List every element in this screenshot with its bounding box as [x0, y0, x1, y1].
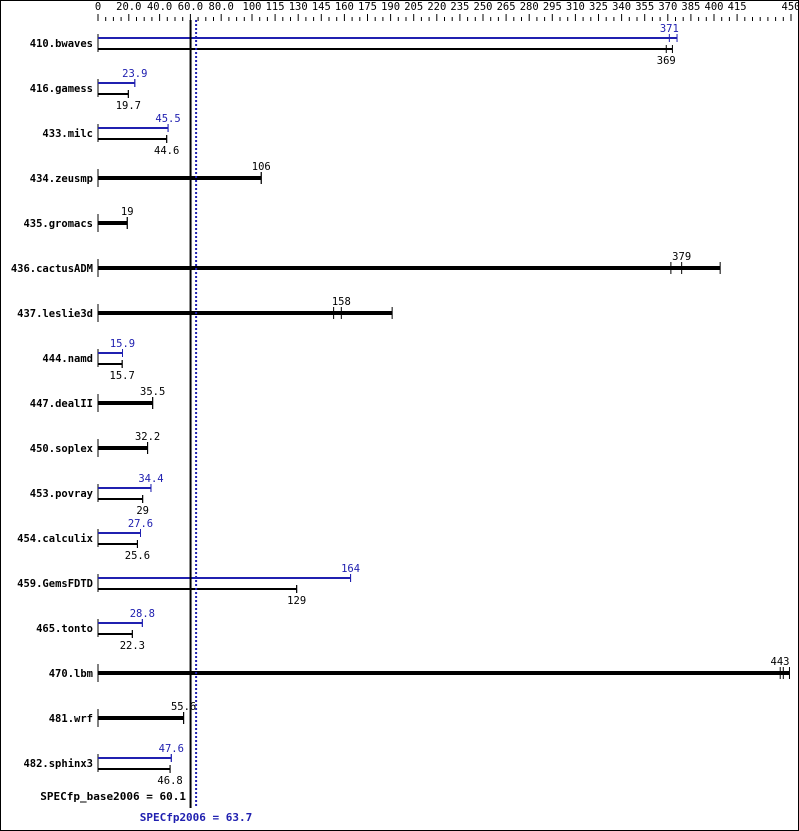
- benchmark-label: 481.wrf: [49, 713, 93, 725]
- tick-label: 385: [681, 1, 700, 13]
- tick-label: 100: [243, 1, 262, 13]
- tick-label: 235: [450, 1, 469, 13]
- benchmark-row: 465.tonto 28.8 22.3: [36, 608, 155, 652]
- base-value-label: 55.6: [171, 701, 196, 713]
- benchmark-label: 465.tonto: [36, 623, 93, 635]
- peak-value-label: 27.6: [128, 518, 153, 530]
- tick-label: 40.0: [147, 1, 172, 13]
- tick-label: 415: [728, 1, 747, 13]
- tick-label: 265: [497, 1, 516, 13]
- base-value-label: 32.2: [135, 431, 160, 443]
- summary-lines: [189, 20, 198, 808]
- benchmark-label: 459.GemsFDTD: [17, 578, 93, 590]
- benchmark-row: 437.leslie3d 158: [17, 296, 393, 322]
- peak-value-label: 34.4: [138, 473, 163, 485]
- tick-label: 220: [427, 1, 446, 13]
- base-value-label: 46.8: [157, 775, 182, 787]
- benchmark-label: 470.lbm: [49, 668, 93, 680]
- peak-summary-label: SPECfp2006 = 63.7: [140, 811, 253, 824]
- tick-label: 205: [404, 1, 423, 13]
- peak-value-label: 23.9: [122, 68, 147, 80]
- benchmark-label: 454.calculix: [17, 533, 94, 545]
- tick-label: 400: [705, 1, 724, 13]
- tick-label: 280: [520, 1, 539, 13]
- benchmark-row: 454.calculix 27.6 25.6: [17, 518, 153, 562]
- base-value-label: 379: [672, 251, 691, 263]
- benchmark-row: 436.cactusADM 379: [11, 251, 721, 277]
- base-value-label: 106: [252, 161, 271, 173]
- peak-value-label: 28.8: [130, 608, 155, 620]
- tick-label: 115: [266, 1, 285, 13]
- benchmark-row: 453.povray 34.4 29: [30, 473, 164, 517]
- tick-label: 295: [543, 1, 562, 13]
- tick-label: 160: [335, 1, 354, 13]
- tick-label: 145: [312, 1, 331, 13]
- benchmark-label: 436.cactusADM: [11, 263, 93, 275]
- benchmark-row: 447.dealII 35.5: [30, 386, 165, 412]
- benchmark-label: 434.zeusmp: [30, 173, 93, 185]
- tick-label: 190: [381, 1, 400, 13]
- benchmark-row: 434.zeusmp 106: [30, 161, 271, 187]
- benchmark-row: 459.GemsFDTD 164 129: [17, 563, 360, 607]
- benchmark-row: 416.gamess 23.9 19.7: [30, 68, 148, 112]
- benchmark-label: 437.leslie3d: [17, 308, 93, 320]
- tick-label: 130: [289, 1, 308, 13]
- base-value-label: 443: [771, 656, 790, 668]
- peak-value-label: 164: [341, 563, 360, 575]
- benchmark-row: 482.sphinx3 47.6 46.8: [23, 743, 183, 787]
- bars: 410.bwaves371369416.gamess23.919.7433.mi…: [11, 23, 790, 787]
- tick-label: 175: [358, 1, 377, 13]
- base-value-label: 19: [121, 206, 134, 218]
- tick-label: 325: [589, 1, 608, 13]
- benchmark-label: 435.gromacs: [23, 218, 93, 230]
- base-value-label: 158: [332, 296, 351, 308]
- tick-label: 450: [782, 1, 799, 13]
- base-value-label: 29: [136, 505, 149, 517]
- base-value-label: 25.6: [125, 550, 150, 562]
- peak-value-label: 15.9: [110, 338, 135, 350]
- base-value-label: 44.6: [154, 145, 179, 157]
- base-value-label: 369: [657, 55, 676, 67]
- benchmark-row: 410.bwaves 371 369: [30, 23, 679, 67]
- benchmark-label: 410.bwaves: [30, 38, 93, 50]
- base-summary-label: SPECfp_base2006 = 60.1: [40, 790, 186, 803]
- tick-label: 60.0: [178, 1, 203, 13]
- tick-label: 0: [95, 1, 101, 13]
- tick-label: 250: [474, 1, 493, 13]
- tick-label: 340: [612, 1, 631, 13]
- tick-label: 310: [566, 1, 585, 13]
- base-value-label: 15.7: [110, 370, 135, 382]
- benchmark-row: 444.namd 15.9 15.7: [42, 338, 135, 382]
- x-axis: 0 20.0 40.0 60.0 80.0 100 115 130 145 160 175 190 20…: [95, 0, 799, 21]
- tick-label: 355: [635, 1, 654, 13]
- tick-label: 80.0: [209, 1, 234, 13]
- peak-value-label: 47.6: [159, 743, 184, 755]
- benchmark-row: 433.milc 45.5 44.6: [42, 113, 180, 157]
- benchmark-label: 453.povray: [30, 488, 94, 500]
- benchmark-row: 470.lbm 443: [49, 656, 790, 682]
- benchmark-label: 444.namd: [42, 353, 93, 365]
- peak-value-label: 371: [660, 23, 679, 35]
- base-value-label: 129: [287, 595, 306, 607]
- benchmark-label: 416.gamess: [30, 83, 93, 95]
- base-value-label: 22.3: [120, 640, 145, 652]
- benchmark-label: 447.dealII: [30, 398, 93, 410]
- benchmark-label: 450.soplex: [30, 443, 94, 455]
- peak-value-label: 45.5: [155, 113, 180, 125]
- benchmark-label: 482.sphinx3: [23, 758, 93, 770]
- benchmark-label: 433.milc: [42, 128, 93, 140]
- tick-label: 20.0: [116, 1, 141, 13]
- tick-label: 370: [658, 1, 677, 13]
- base-value-label: 19.7: [116, 100, 141, 112]
- benchmark-row: 435.gromacs 19: [23, 206, 134, 232]
- benchmark-row: 450.soplex 32.2: [30, 431, 160, 457]
- base-value-label: 35.5: [140, 386, 165, 398]
